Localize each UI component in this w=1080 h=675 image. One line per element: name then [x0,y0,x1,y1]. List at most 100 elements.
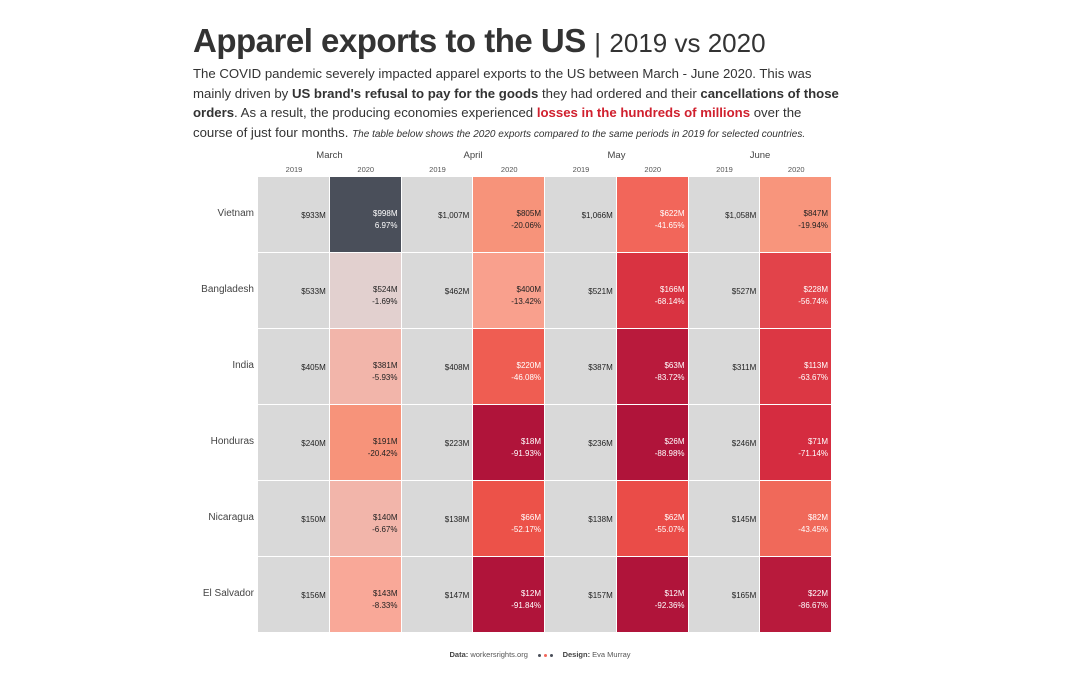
cell-2019: $165M [688,557,761,633]
value-2020: $66M [520,513,541,522]
cell-2019: $533M [258,253,330,329]
cell-2020: $220M -46.08% [473,329,545,405]
cell-2020: $62M -55.07% [616,481,689,557]
cell-2020: $12M -92.36% [616,557,689,633]
footer-data-source: workersrights.org [470,650,528,659]
title-sub: 2019 vs 2020 [609,28,766,58]
year-header: 2020 [644,165,662,174]
value-2019: $1,058M [725,211,757,220]
pct-change: -71.14% [798,449,828,458]
value-2020: $63M [664,361,685,370]
year-header: 2019 [716,165,733,174]
value-2019: $246M [731,439,757,448]
page-title: Apparel exports to the US | 2019 vs 2020 [193,22,766,60]
value-2019: $311M [732,363,757,372]
desc-italic-note: The table below shows the 2020 exports c… [352,128,806,140]
cell-2020: $63M -83.72% [616,329,689,405]
pct-change: -13.42% [511,297,541,306]
pct-change: -63.67% [798,373,828,382]
value-2019: $1,007M [438,211,470,220]
desc-red-losses: losses in the hundreds of millions [536,105,751,120]
value-2019: $138M [444,515,470,524]
year-header: 2019 [572,165,590,174]
value-2020: $220M [516,361,541,370]
cell-2020: $228M -56.74% [760,253,832,329]
value-2020: $381M [373,361,398,370]
month-header: April [463,150,483,161]
cell-2020: $140M -6.67% [329,481,402,557]
row-label: El Salvador [202,588,254,599]
pct-change: -52.17% [511,525,541,534]
row-label: Vietnam [217,208,254,219]
cell-2020: $113M -63.67% [760,329,832,405]
value-2020: $18M [520,437,541,446]
table-header: March 2019 2020 April 2019 2020 May 2019 2020 Jun… [258,150,832,176]
pct-change: 6.97% [374,221,398,230]
pct-change: -91.93% [511,449,541,458]
value-2019: $1,066M [581,211,613,220]
footer: Data: workersrights.org Design: Eva Murr… [0,650,1080,659]
cell-2019: $387M [545,329,617,405]
value-2019: $223M [444,439,470,448]
value-2020: $191M [373,437,398,446]
row-label: Bangladesh [201,284,254,295]
desc-text: The COVID pandemic severely impacted app… [193,66,812,101]
year-header: 2020 [357,165,375,174]
cell-2019: $240M [258,405,330,481]
year-header: 2019 [285,165,303,174]
heatmap-table: $933M $998M 6.97% $1,007M $805M -20.06% $1,066… [258,177,832,633]
title-main: Apparel exports to the US [193,22,586,59]
cell-2019: $236M [545,405,617,481]
footer-dots [536,650,554,659]
value-2020: $166M [660,285,685,294]
desc-text: over the course of just four months. [193,105,802,140]
month-header: May [607,150,626,161]
value-2020: $143M [373,589,398,598]
dot-icon [543,653,547,657]
pct-change: -55.07% [654,525,685,534]
row-label: India [232,360,254,371]
cell-2020: $998M 6.97% [329,177,402,253]
cell-2019: $156M [258,557,330,633]
cell-2019: $150M [258,481,330,557]
value-2019: $138M [588,515,613,524]
cell-2020: $26M -88.98% [616,405,689,481]
value-2020: $26M [664,437,685,446]
cell-2020: $143M -8.33% [329,557,402,633]
cell-2020: $191M -20.42% [329,405,402,481]
footer-designer: Eva Murray [592,650,631,659]
year-header: 2020 [787,165,805,174]
pct-change: -20.06% [511,221,541,230]
dot-icon [537,653,541,657]
month-header: June [749,150,771,161]
pct-change: -20.42% [367,449,398,458]
value-2020: $22M [807,589,828,598]
pct-change: -8.33% [372,601,398,610]
desc-text: they had ordered and their [538,85,701,101]
cell-2019: $521M [545,253,617,329]
cell-2019: $145M [688,481,761,557]
value-2020: $847M [803,209,828,218]
value-2019: $150M [301,515,326,524]
cell-2019: $157M [545,557,617,633]
cell-2019: $1,007M [401,177,474,253]
pct-change: -46.08% [511,373,541,382]
cell-2020: $82M -43.45% [760,481,832,557]
description: The COVID pandemic severely impacted app… [193,64,843,144]
cell-2020: $805M -20.06% [473,177,545,253]
year-header: 2020 [500,165,518,174]
value-2020: $524M [373,285,398,294]
pct-change: -56.74% [798,297,828,306]
cell-2019: $311M [688,329,761,405]
value-2020: $12M [520,589,541,598]
value-2020: $71M [807,437,828,446]
value-2020: $140M [373,513,398,522]
cell-2019: $246M [688,405,761,481]
value-2019: $156M [301,591,326,600]
footer-design-label: Design: [562,650,591,659]
cell-2019: $138M [401,481,474,557]
cell-2019: $933M [258,177,330,253]
value-2019: $408M [444,363,470,372]
dot-icon [549,653,553,657]
pct-change: -91.84% [511,601,541,610]
